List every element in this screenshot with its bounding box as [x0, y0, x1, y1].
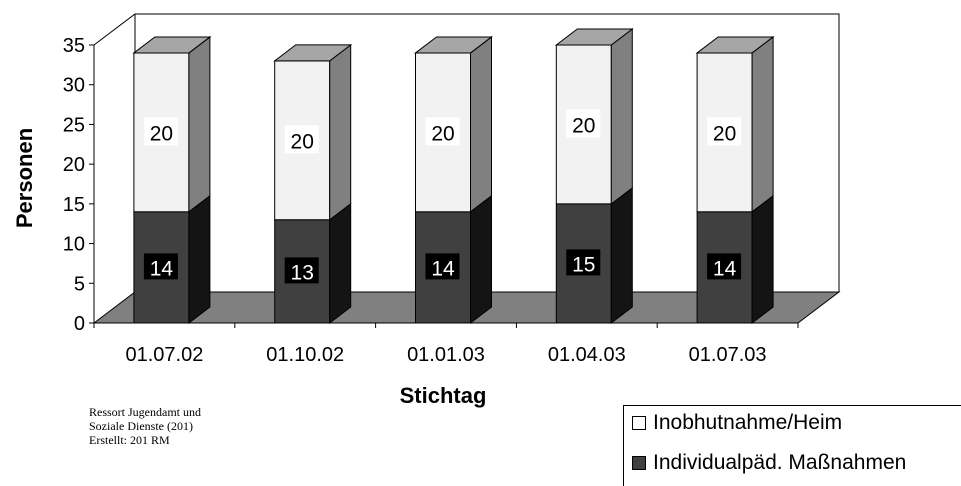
bar-top: [695, 36, 775, 54]
data-label: 14: [713, 257, 737, 280]
data-label: 13: [291, 261, 314, 284]
x-tick-label: 01.04.03: [548, 344, 626, 366]
legend-swatch-inobhutnahme: [632, 416, 646, 430]
data-label-box: [566, 249, 601, 276]
legend-item: Inobhutnahme/Heim: [632, 411, 842, 435]
bar-side-inobhutnahme: [470, 35, 492, 213]
bar-side-individualpaed: [751, 194, 774, 325]
data-label: 20: [572, 114, 595, 137]
x-axis-tick-labels: 01.07.02 01.10.02 01.01.03 01.04.03 01.07.03: [93, 323, 799, 366]
x-tick-label: 01.01.03: [407, 344, 485, 366]
data-label: 14: [150, 257, 174, 280]
y-tick-label: 20: [63, 154, 85, 176]
bar-top: [132, 36, 212, 54]
bar-side-individualpaed: [188, 194, 211, 325]
data-label-box: [425, 253, 460, 280]
data-label-box: [707, 253, 742, 280]
data-label-box: [707, 117, 742, 146]
data-label-box: [284, 125, 319, 154]
bar-top: [273, 44, 353, 62]
y-tick-label: 5: [74, 273, 85, 295]
x-axis-label: Stichtag: [400, 383, 487, 408]
data-label-box: [425, 117, 460, 146]
data-label-box: [143, 253, 178, 280]
bars: 14 20 13 20 14 20 15 20 14 20: [132, 27, 775, 325]
source-note-line: Ressort Jugendamt und: [89, 405, 201, 419]
bar-side-inobhutnahme: [329, 43, 352, 221]
y-tick-label: 15: [63, 194, 85, 216]
data-label: 20: [150, 122, 173, 145]
legend-label: Individualpäd. Maßnahmen: [653, 451, 907, 474]
y-tick-label: 0: [74, 313, 85, 335]
data-label: 15: [572, 253, 595, 276]
legend-label: Inobhutnahme/Heim: [653, 411, 843, 434]
y-axis-ticks: 0 5 10 15 20 25 30 35: [63, 35, 94, 335]
legend-item: Individualpäd. Maßnahmen: [632, 451, 906, 475]
legend: Inobhutnahme/Heim Individualpäd. Maßnahm…: [623, 405, 961, 486]
x-tick-label: 01.07.02: [125, 344, 203, 366]
bar-top: [554, 28, 634, 46]
bar-side-individualpaed: [610, 186, 633, 325]
bar-side-inobhutnahme: [610, 27, 633, 205]
y-tick-label: 35: [63, 35, 85, 57]
data-label: 20: [713, 122, 736, 145]
x-tick-label: 01.10.02: [266, 344, 344, 366]
y-tick-label: 30: [63, 75, 85, 97]
data-label: 20: [431, 122, 454, 145]
data-label: 14: [431, 257, 455, 280]
legend-swatch-individualpaed: [632, 456, 646, 470]
bar-side-inobhutnahme: [188, 35, 211, 213]
bar-side-individualpaed: [329, 202, 352, 325]
data-label-box: [143, 117, 178, 146]
bar-side-inobhutnahme: [751, 35, 774, 213]
source-note: Ressort Jugendamt und Soziale Dienste (2…: [89, 405, 201, 447]
source-note-line: Soziale Dienste (201): [89, 419, 193, 433]
y-tick-label: 25: [63, 114, 85, 136]
bar-top: [414, 36, 493, 54]
data-label-box: [284, 257, 319, 284]
data-label-box: [566, 109, 601, 138]
y-axis-label: Personen: [12, 128, 37, 228]
x-tick-label: 01.07.03: [689, 344, 767, 366]
source-note-line: Erstellt: 201 RM: [89, 433, 170, 447]
y-tick-label: 10: [63, 234, 85, 256]
bar-side-individualpaed: [470, 194, 492, 325]
data-label: 20: [291, 130, 314, 153]
